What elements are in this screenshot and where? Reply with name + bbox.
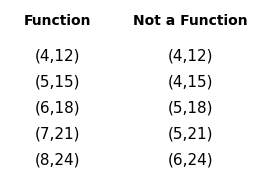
Text: (5,21): (5,21) xyxy=(168,126,213,141)
Text: (5,18): (5,18) xyxy=(168,100,213,115)
Text: (4,15): (4,15) xyxy=(168,74,213,89)
Text: (7,21): (7,21) xyxy=(35,126,80,141)
Text: Function: Function xyxy=(24,14,91,28)
Text: (4,12): (4,12) xyxy=(35,48,80,63)
Text: (6,24): (6,24) xyxy=(168,152,213,168)
Text: (4,12): (4,12) xyxy=(168,48,213,63)
Text: (6,18): (6,18) xyxy=(35,100,80,115)
Text: (5,15): (5,15) xyxy=(35,74,80,89)
Text: Not a Function: Not a Function xyxy=(133,14,248,28)
Text: (8,24): (8,24) xyxy=(35,152,80,168)
